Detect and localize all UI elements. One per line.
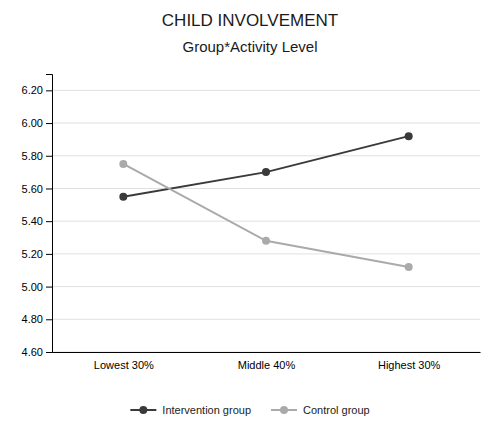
y-tick-mark — [46, 352, 52, 353]
x-tick-label: Middle 40% — [238, 359, 296, 371]
grid-line — [52, 221, 480, 222]
x-tick: Middle 40% — [238, 352, 296, 371]
x-tick: Lowest 30% — [94, 352, 154, 371]
point — [405, 132, 413, 140]
grid-line — [52, 188, 480, 189]
grid — [52, 90, 480, 352]
y-tick-mark — [46, 123, 52, 124]
legend-marker — [280, 406, 288, 414]
x-axis-line — [53, 352, 481, 353]
y-tick: 5.80 — [22, 150, 52, 162]
point — [119, 160, 127, 168]
y-tick: 6.00 — [22, 117, 52, 129]
y-tick: 5.20 — [22, 248, 52, 260]
y-tick-label: 5.40 — [22, 215, 43, 227]
subtitle: Group*Activity Level — [182, 38, 317, 55]
y-tick: 5.40 — [22, 215, 52, 227]
plot: 4.60 4.80 5.00 5.20 5.40 5.60 5.80 6.00 6.20 Lowe… — [22, 75, 481, 371]
legend: Intervention group Control group — [130, 404, 369, 416]
y-tick-mark — [46, 90, 52, 91]
y-tick: 4.80 — [22, 313, 52, 325]
x-tick-label: Highest 30% — [378, 359, 441, 371]
y-tick-label: 5.60 — [22, 182, 43, 194]
grid-line — [52, 319, 480, 320]
grid-line — [52, 352, 480, 353]
x-axis: Lowest 30% Middle 40% Highest 30% — [53, 352, 481, 371]
y-tick: 6.20 — [22, 84, 52, 96]
y-tick-mark — [46, 319, 52, 320]
y-tick: 5.00 — [22, 281, 52, 293]
x-tick: Highest 30% — [378, 352, 441, 371]
y-tick-label: 5.20 — [22, 248, 43, 260]
y-tick-mark — [46, 287, 52, 288]
legend-marker — [139, 406, 147, 414]
y-tick: 4.60 — [22, 346, 52, 358]
chart: CHILD INVOLVEMENT Group*Activity Level 4.6… — [0, 0, 500, 438]
legend-label: Control group — [303, 404, 370, 416]
y-tick-mark — [46, 221, 52, 222]
series-points — [119, 160, 412, 271]
y-tick-label: 5.00 — [22, 281, 43, 293]
y-tick-label: 6.20 — [22, 84, 43, 96]
x-tick-label: Lowest 30% — [94, 359, 154, 371]
series-line — [123, 164, 408, 267]
y-axis-line — [46, 75, 53, 353]
grid-line — [52, 90, 480, 91]
grid-line — [52, 123, 480, 124]
grid-line — [52, 253, 480, 254]
legend-label: Intervention group — [162, 404, 251, 416]
y-axis: 4.60 4.80 5.00 5.20 5.40 5.60 5.80 6.00 6.20 — [22, 75, 53, 359]
series-points — [119, 132, 412, 201]
y-tick-mark — [46, 188, 52, 189]
y-tick-label: 6.00 — [22, 117, 43, 129]
point — [262, 237, 270, 245]
point — [405, 263, 413, 271]
title: CHILD INVOLVEMENT — [162, 11, 338, 30]
grid-line — [52, 155, 480, 156]
y-tick-mark — [46, 254, 52, 255]
legend-item: Control group — [271, 404, 370, 416]
point — [262, 168, 270, 176]
marks — [119, 132, 412, 271]
y-tick-mark — [46, 156, 52, 157]
legend-item: Intervention group — [130, 404, 251, 416]
y-tick-label: 4.80 — [22, 313, 43, 325]
y-tick-label: 5.80 — [22, 150, 43, 162]
y-tick-label: 4.60 — [22, 346, 43, 358]
y-tick: 5.60 — [22, 182, 52, 194]
point — [119, 193, 127, 201]
grid-line — [52, 286, 480, 287]
